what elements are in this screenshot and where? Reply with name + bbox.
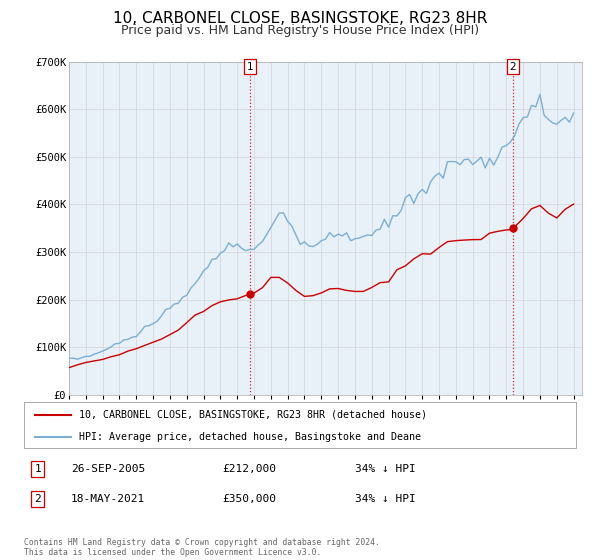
Text: £350,000: £350,000 [223,494,277,504]
Text: 34% ↓ HPI: 34% ↓ HPI [355,494,416,504]
Text: 2: 2 [34,494,41,504]
Text: Contains HM Land Registry data © Crown copyright and database right 2024.: Contains HM Land Registry data © Crown c… [24,538,380,547]
Text: HPI: Average price, detached house, Basingstoke and Deane: HPI: Average price, detached house, Basi… [79,432,421,442]
Text: 10, CARBONEL CLOSE, BASINGSTOKE, RG23 8HR: 10, CARBONEL CLOSE, BASINGSTOKE, RG23 8H… [113,11,487,26]
Text: 1: 1 [34,464,41,474]
Text: 1: 1 [247,62,253,72]
Text: 2: 2 [509,62,516,72]
Text: 10, CARBONEL CLOSE, BASINGSTOKE, RG23 8HR (detached house): 10, CARBONEL CLOSE, BASINGSTOKE, RG23 8H… [79,410,427,420]
Text: Price paid vs. HM Land Registry's House Price Index (HPI): Price paid vs. HM Land Registry's House … [121,24,479,36]
Text: 26-SEP-2005: 26-SEP-2005 [71,464,145,474]
Text: £212,000: £212,000 [223,464,277,474]
Text: This data is licensed under the Open Government Licence v3.0.: This data is licensed under the Open Gov… [24,548,322,557]
Text: 18-MAY-2021: 18-MAY-2021 [71,494,145,504]
Text: 34% ↓ HPI: 34% ↓ HPI [355,464,416,474]
